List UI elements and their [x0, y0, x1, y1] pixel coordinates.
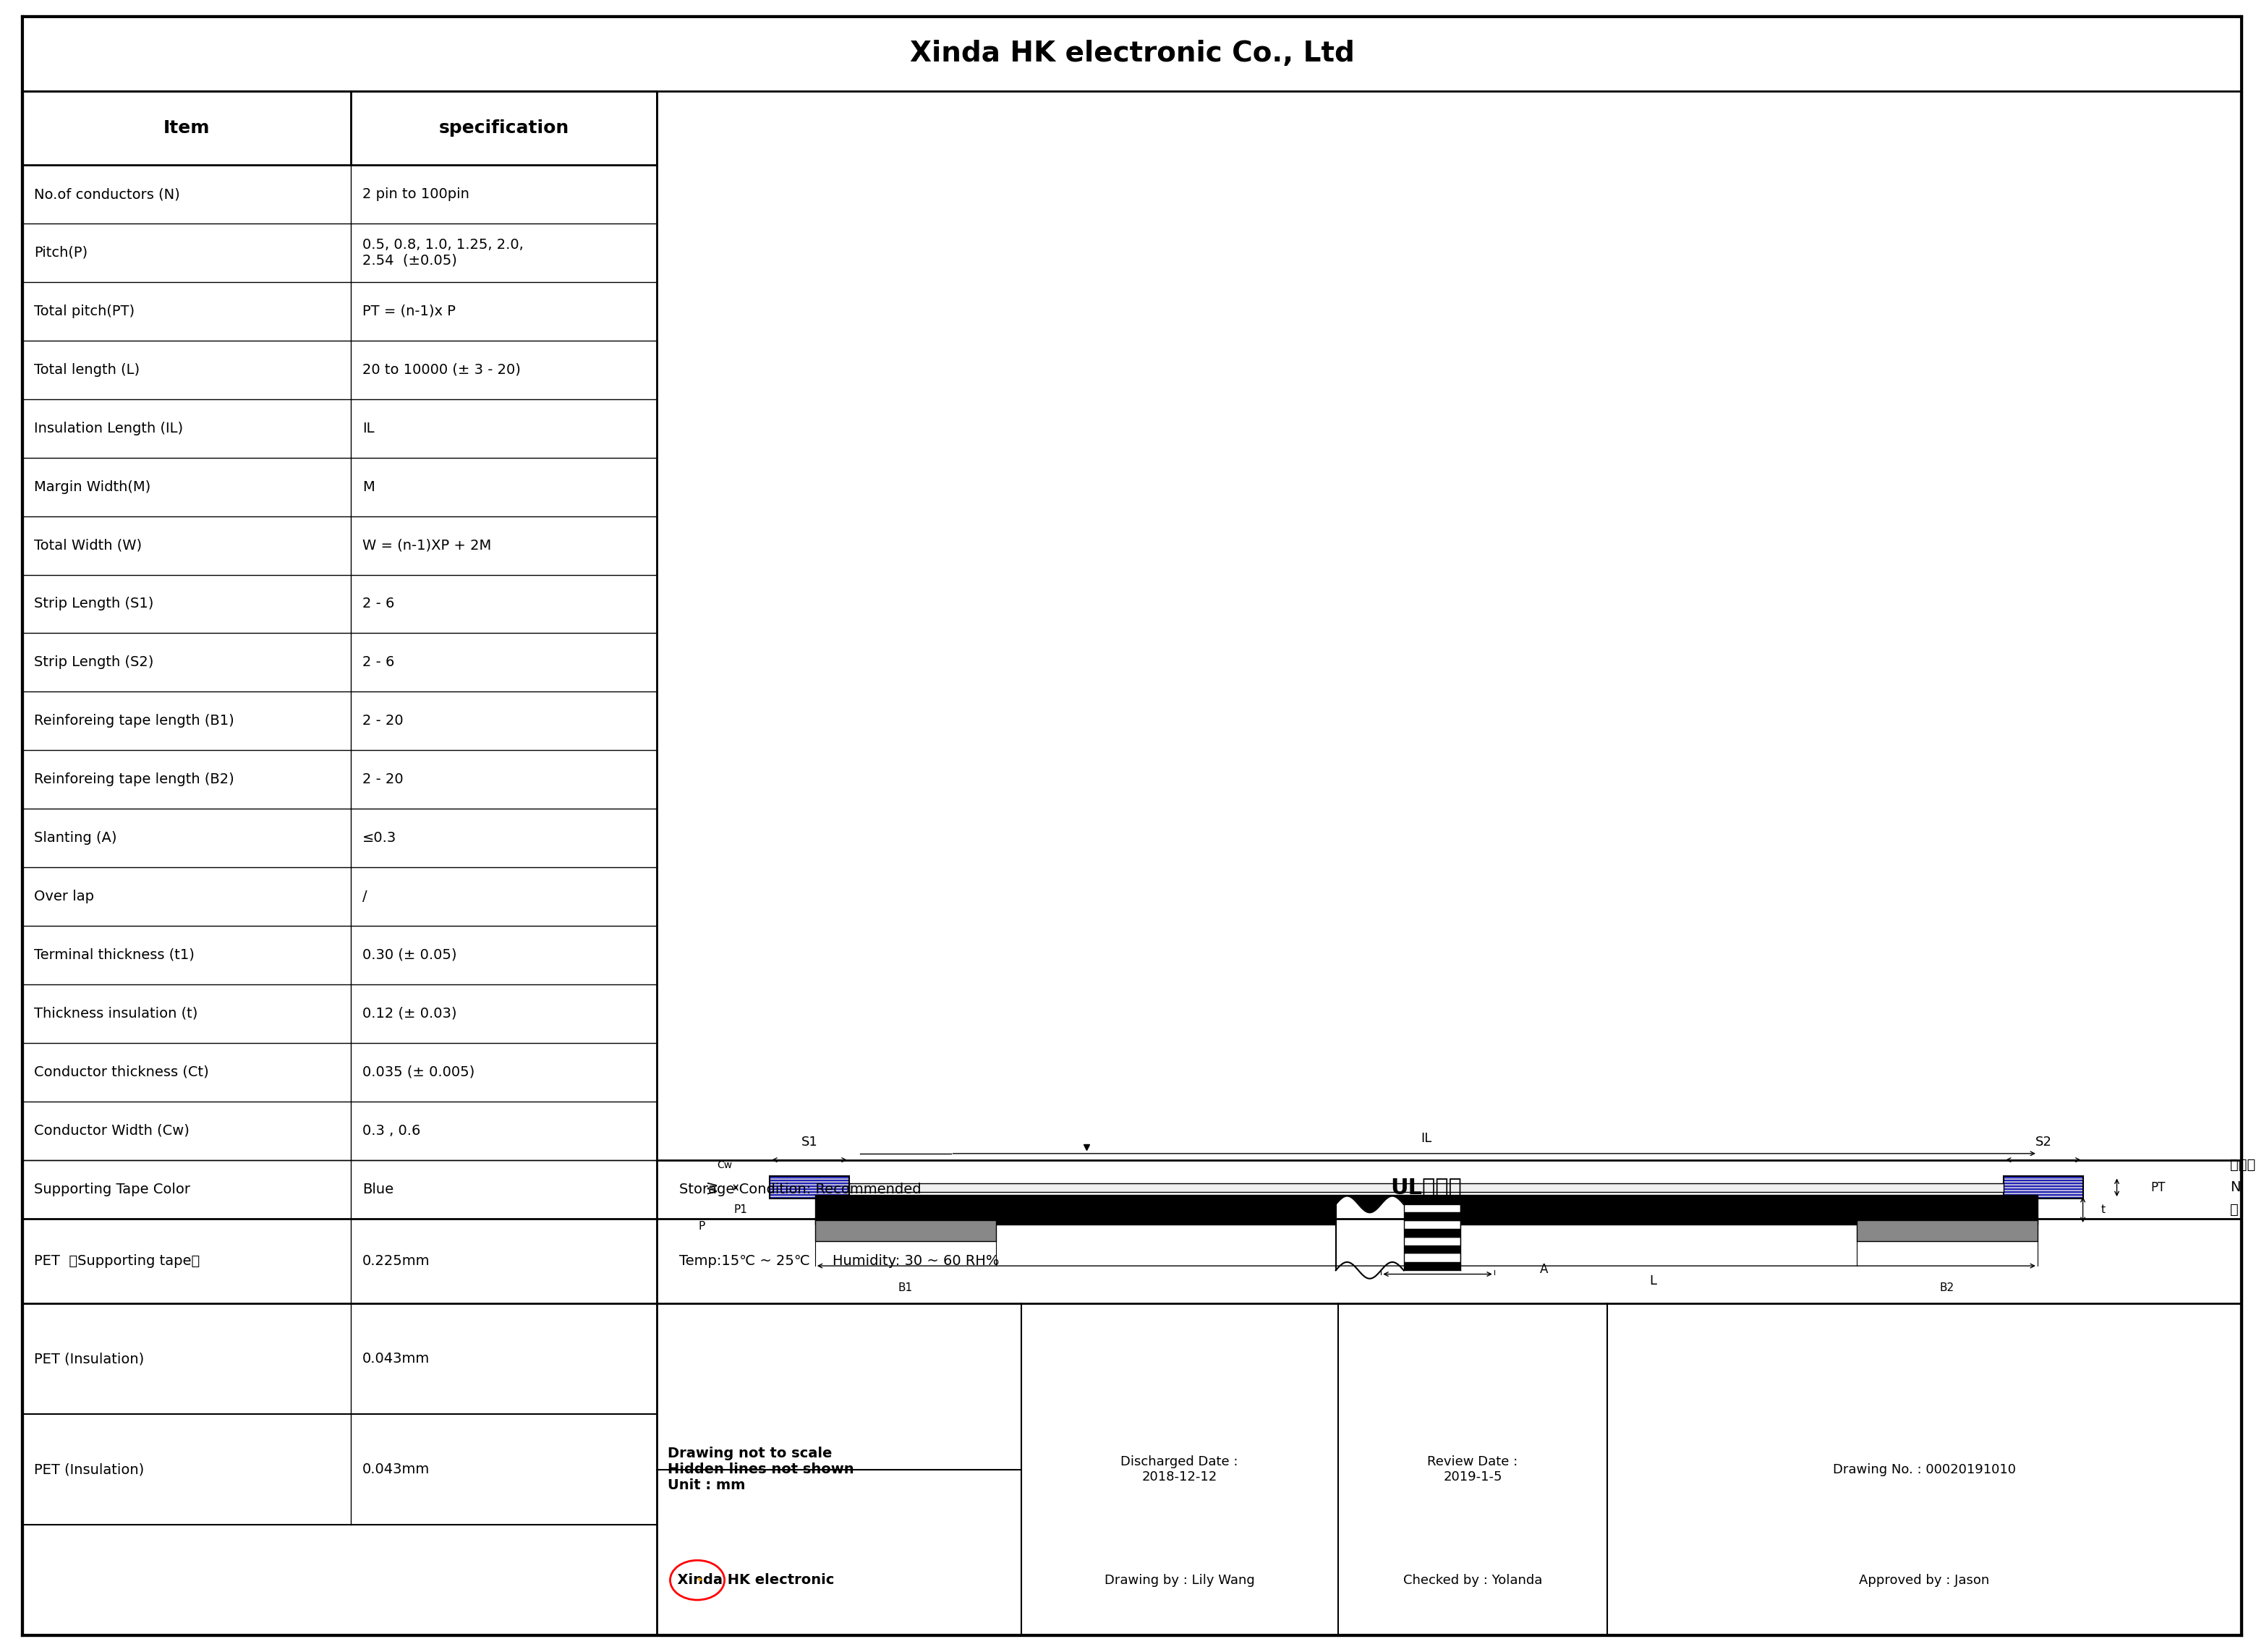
Text: Reinforeing tape length (B2): Reinforeing tape length (B2) [34, 773, 233, 786]
Text: 2 - 6: 2 - 6 [362, 596, 394, 611]
Bar [1404, 1237, 1460, 1246]
Text: No.of conductors (N): No.of conductors (N) [34, 187, 179, 202]
Text: Drawing by : Lily Wang: Drawing by : Lily Wang [1105, 1574, 1254, 1586]
Bar [1404, 1221, 1460, 1229]
Text: 2 - 20: 2 - 20 [362, 773, 403, 786]
Text: S1: S1 [801, 1135, 817, 1148]
Bar [849, 1183, 2004, 1193]
Bar [2004, 1176, 2083, 1199]
Text: UL印字面: UL印字面 [1390, 1176, 1463, 1198]
Text: Margin Width(M): Margin Width(M) [34, 481, 152, 494]
Text: /: / [362, 890, 367, 904]
Text: Total length (L): Total length (L) [34, 363, 140, 377]
Text: Discharged Date :
2018-12-12: Discharged Date : 2018-12-12 [1121, 1455, 1238, 1483]
Text: 0.3 , 0.6: 0.3 , 0.6 [362, 1123, 421, 1138]
Text: Checked by : Yolanda: Checked by : Yolanda [1404, 1574, 1542, 1586]
Text: ≤0.3: ≤0.3 [362, 831, 396, 844]
Text: IL: IL [1422, 1132, 1431, 1145]
Text: PET (Insulation): PET (Insulation) [34, 1462, 145, 1477]
Bar [1404, 1246, 1460, 1254]
Bar [1404, 1262, 1460, 1270]
Text: Drawing No. : 00020191010: Drawing No. : 00020191010 [1834, 1464, 2015, 1475]
Text: Conductor thickness (Ct): Conductor thickness (Ct) [34, 1066, 208, 1079]
Text: Temp:15℃ ~ 25℃     Humidity: 30 ~ 60 RH%: Temp:15℃ ~ 25℃ Humidity: 30 ~ 60 RH% [679, 1254, 998, 1267]
Text: Slanting (A): Slanting (A) [34, 831, 118, 844]
Text: Blue: Blue [362, 1183, 394, 1196]
Text: P: P [700, 1221, 704, 1231]
Text: Total pitch(PT): Total pitch(PT) [34, 304, 134, 319]
Text: Pitch(P): Pitch(P) [34, 246, 88, 259]
Text: Drawing not to scale
Hidden lines not shown
Unit : mm: Drawing not to scale Hidden lines not sh… [668, 1447, 854, 1492]
Text: Terminal thickness (t1): Terminal thickness (t1) [34, 948, 195, 961]
Text: specification: specification [439, 119, 568, 137]
Bar [770, 1176, 849, 1199]
Text: 20 to 10000 (± 3 - 20): 20 to 10000 (± 3 - 20) [362, 363, 521, 377]
Text: ✦: ✦ [697, 1576, 702, 1584]
Text: PT: PT [2151, 1181, 2167, 1194]
Text: 0.043mm: 0.043mm [362, 1462, 430, 1477]
Bar [1404, 1254, 1460, 1262]
Bar [1404, 1229, 1460, 1237]
Text: 0.12 (± 0.03): 0.12 (± 0.03) [362, 1006, 457, 1021]
Text: Review Date :
2019-1-5: Review Date : 2019-1-5 [1426, 1455, 1519, 1483]
Text: IL: IL [362, 421, 374, 434]
Text: W: W [706, 1181, 720, 1194]
Text: PET (Insulation): PET (Insulation) [34, 1351, 145, 1366]
Text: 2 pin to 100pin: 2 pin to 100pin [362, 187, 469, 202]
Text: 0.5, 0.8, 1.0, 1.25, 2.0,
2.54  (±0.05): 0.5, 0.8, 1.0, 1.25, 2.0, 2.54 (±0.05) [362, 238, 523, 268]
Bar [1404, 1204, 1460, 1213]
Text: 导体共
N
条: 导体共 N 条 [2230, 1158, 2255, 1218]
Text: L: L [1648, 1274, 1657, 1287]
Text: Storage Condition: Recommended: Storage Condition: Recommended [679, 1183, 921, 1196]
Text: Total Width (W): Total Width (W) [34, 539, 143, 552]
Text: S2: S2 [2035, 1135, 2051, 1148]
Bar [815, 1194, 2038, 1224]
Text: Thickness insulation (t): Thickness insulation (t) [34, 1006, 197, 1021]
Text: P1: P1 [734, 1204, 747, 1216]
Text: A: A [1540, 1262, 1549, 1275]
Text: 0.035 (± 0.005): 0.035 (± 0.005) [362, 1066, 475, 1079]
Text: Xinda HK electronic Co., Ltd: Xinda HK electronic Co., Ltd [910, 40, 1354, 68]
Text: B2: B2 [1940, 1282, 1954, 1294]
Text: Insulation Length (IL): Insulation Length (IL) [34, 421, 183, 434]
Text: Strip Length (S2): Strip Length (S2) [34, 656, 154, 669]
Text: t: t [2101, 1204, 2106, 1216]
Text: Approved by : Jason: Approved by : Jason [1859, 1574, 1990, 1586]
Text: B1: B1 [899, 1282, 912, 1294]
Text: 2 - 20: 2 - 20 [362, 714, 403, 729]
Text: 0.225mm: 0.225mm [362, 1254, 430, 1267]
Text: Supporting Tape Color: Supporting Tape Color [34, 1183, 190, 1196]
Text: Cw: Cw [718, 1160, 731, 1171]
Text: W = (n-1)XP + 2M: W = (n-1)XP + 2M [362, 539, 491, 552]
Text: Item: Item [163, 119, 211, 137]
Text: 0.043mm: 0.043mm [362, 1351, 430, 1366]
Bar [815, 1221, 996, 1241]
Text: 2 - 6: 2 - 6 [362, 656, 394, 669]
Text: 0.30 (± 0.05): 0.30 (± 0.05) [362, 948, 457, 961]
Text: PT = (n-1)x P: PT = (n-1)x P [362, 304, 455, 319]
Bar [23, 17, 2241, 91]
Text: Over lap: Over lap [34, 890, 95, 904]
Bar [1404, 1213, 1460, 1221]
Text: Xinda HK electronic: Xinda HK electronic [668, 1573, 835, 1588]
Text: M: M [362, 481, 374, 494]
Text: Conductor Width (Cw): Conductor Width (Cw) [34, 1123, 190, 1138]
Bar [1856, 1221, 2038, 1241]
Text: Strip Length (S1): Strip Length (S1) [34, 596, 154, 611]
Text: PET  （Supporting tape）: PET （Supporting tape） [34, 1254, 199, 1267]
Text: Reinforeing tape length (B1): Reinforeing tape length (B1) [34, 714, 233, 729]
